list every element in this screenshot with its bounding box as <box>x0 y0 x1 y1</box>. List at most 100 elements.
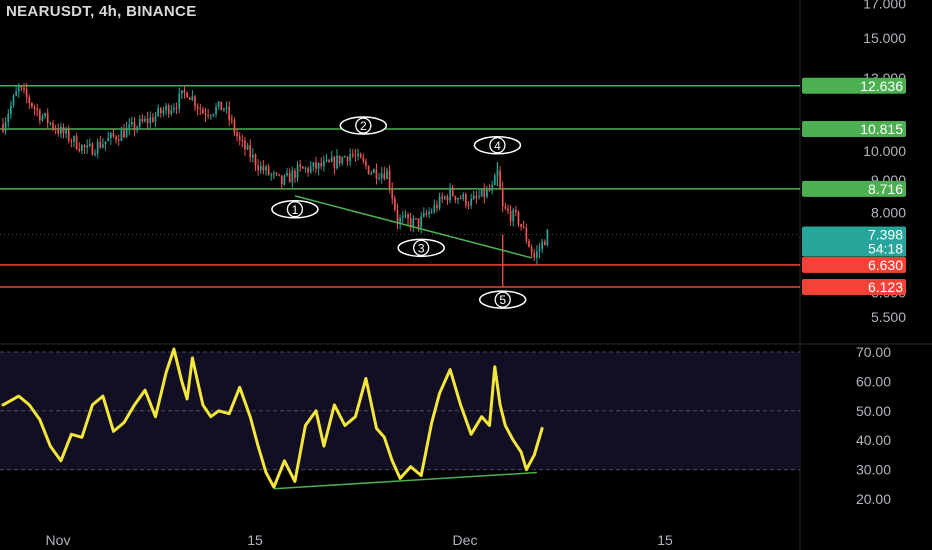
candle-body <box>186 92 188 98</box>
candle-body <box>2 124 4 132</box>
candle-body <box>115 136 117 140</box>
candle-body <box>133 121 136 131</box>
candle-body <box>159 108 162 114</box>
candle-body <box>249 145 252 158</box>
candle-body <box>99 141 102 148</box>
level-badge-label: 6.630 <box>868 257 903 273</box>
candle-body <box>220 101 223 111</box>
candle-body <box>33 106 36 109</box>
wave-label-ring <box>286 201 304 218</box>
candle-body <box>73 136 75 142</box>
candle-body <box>228 106 231 120</box>
candle-body <box>62 126 65 134</box>
candle-body <box>94 153 96 155</box>
candle-body <box>152 117 154 122</box>
candles <box>2 82 549 265</box>
candle-body <box>433 204 436 212</box>
candle-body <box>336 155 338 169</box>
candle-body <box>380 173 383 179</box>
candle-body <box>38 110 41 121</box>
candle-body <box>493 175 496 186</box>
candle-body <box>538 248 541 252</box>
candle-body <box>12 95 15 106</box>
candle-body <box>407 214 409 219</box>
candle-body <box>28 97 31 104</box>
candle-body <box>415 218 417 220</box>
candle-body <box>138 118 141 127</box>
price-tick-label: 8.000 <box>871 205 906 221</box>
candle-body <box>91 143 94 155</box>
candle-body <box>230 119 233 121</box>
candle-body <box>286 172 288 176</box>
last-price-countdown: 54:18 <box>868 240 903 256</box>
candle-body <box>125 128 128 138</box>
level-badge <box>802 77 906 94</box>
interval-label: 4h <box>99 3 118 20</box>
candle-body <box>57 129 60 134</box>
candle-body <box>517 211 520 224</box>
last-price-value: 7.398 <box>868 226 903 242</box>
candle-body <box>215 106 217 115</box>
candle-body <box>375 169 378 179</box>
candle-body <box>401 216 404 218</box>
candle-body <box>199 108 202 110</box>
candle-body <box>478 196 480 198</box>
wave-label-oval <box>473 136 522 155</box>
exchange-label: BINANCE <box>126 3 197 20</box>
candle-body <box>283 175 286 185</box>
wave-label-oval <box>397 238 445 258</box>
candle-body <box>144 118 146 122</box>
wave-label-text: 3 <box>418 241 425 255</box>
candle-body <box>165 105 167 111</box>
candle-body <box>338 155 341 164</box>
candle-body <box>512 209 515 222</box>
x-tick-label: Dec <box>453 532 478 548</box>
last-price-badge <box>802 226 906 257</box>
candle-body <box>507 208 509 211</box>
candle-body <box>102 144 104 148</box>
symbol-title[interactable]: NEARUSDT, 4h, BINANCE <box>6 3 197 20</box>
candle-body <box>467 205 470 207</box>
wave-label-ring <box>413 239 430 256</box>
candle-body <box>330 157 333 162</box>
rsi-tick-label: 60.00 <box>856 373 891 389</box>
candle-body <box>49 122 52 124</box>
level-badge-label: 12.636 <box>860 78 903 94</box>
candle-body <box>109 133 112 138</box>
candle-body <box>372 169 375 173</box>
candle-body <box>396 209 399 224</box>
x-tick-label: 15 <box>247 532 263 548</box>
candle-body <box>273 172 275 175</box>
candle-body <box>52 122 54 129</box>
level-badge-label: 10.815 <box>860 121 903 137</box>
price-tick-label: 17.000 <box>863 0 906 11</box>
candle-body <box>299 164 302 167</box>
candle-body <box>359 153 362 158</box>
candle-body <box>462 194 465 199</box>
candle-body <box>317 162 320 169</box>
candle-body <box>528 240 530 248</box>
candle-body <box>296 164 299 179</box>
candle-body <box>470 199 472 206</box>
candle-body <box>367 165 370 174</box>
candle-body <box>386 170 388 180</box>
candle-body <box>254 154 257 166</box>
candle-body <box>262 166 265 171</box>
candle-body <box>265 166 267 171</box>
candle-body <box>499 170 501 189</box>
candle-body <box>344 156 346 158</box>
candle-body <box>259 166 262 171</box>
candle-body <box>204 113 207 116</box>
candle-body <box>20 86 23 88</box>
candle-body <box>325 159 328 161</box>
candle-body <box>131 121 133 125</box>
symbol-name: NEARUSDT <box>6 3 91 20</box>
level-badge <box>802 256 906 273</box>
candle-body <box>267 166 270 175</box>
candle-body <box>146 118 149 124</box>
candle-body <box>36 108 39 111</box>
candle-body <box>25 89 28 98</box>
wave-label-text: 2 <box>360 119 367 133</box>
candle-body <box>23 87 25 90</box>
